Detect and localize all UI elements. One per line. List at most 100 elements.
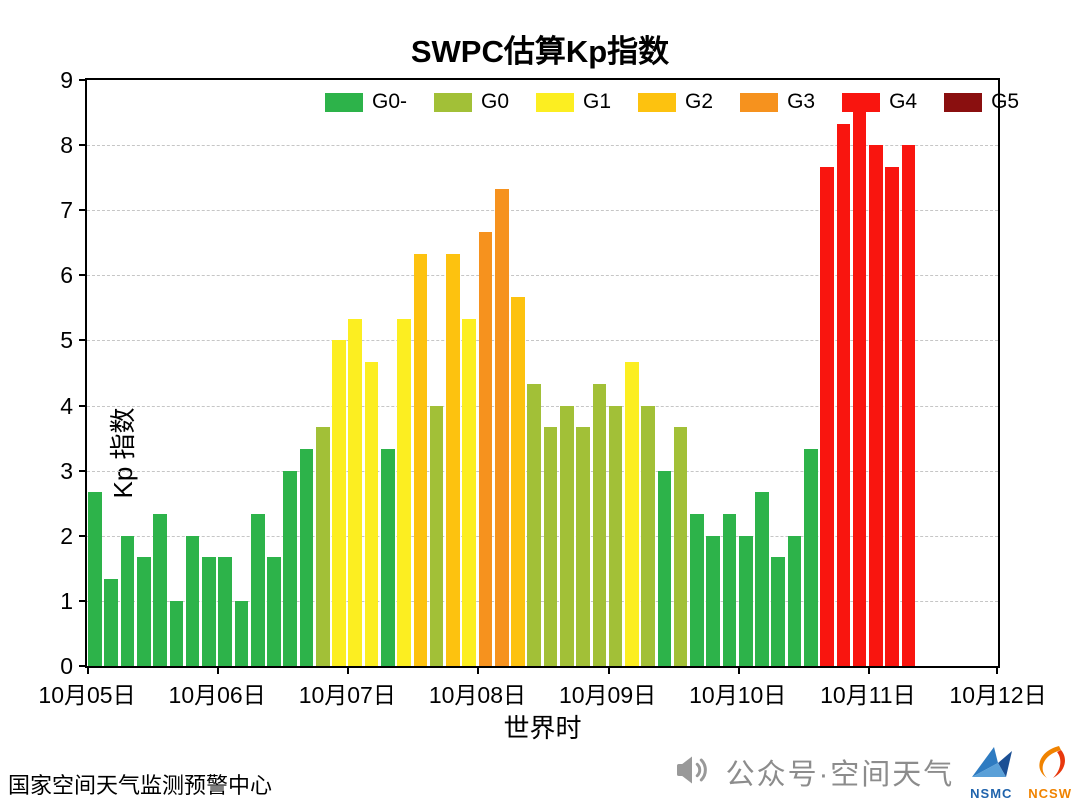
legend-item-g0: G0 xyxy=(434,90,509,114)
kp-bar xyxy=(332,340,346,666)
x-tick-mark xyxy=(607,666,610,674)
kp-bar xyxy=(315,427,330,666)
footer-right: 公众号·空间天气 NSMC NCSW xyxy=(672,740,1072,804)
y-tick-mark xyxy=(79,339,87,342)
x-tick-label: 10月07日 xyxy=(298,682,396,708)
y-tick-label: 1 xyxy=(60,587,73,614)
legend-label-g2: G2 xyxy=(685,90,714,113)
kp-bar xyxy=(706,535,721,666)
kp-bar xyxy=(592,384,607,666)
kp-bar xyxy=(267,557,281,666)
legend-swatch-g4 xyxy=(842,92,881,112)
kp-bar xyxy=(722,514,737,666)
legend-item-g3: G3 xyxy=(740,90,815,114)
kp-bar xyxy=(364,361,379,666)
kp-bar xyxy=(429,405,444,666)
x-tick-mark xyxy=(996,666,998,674)
x-axis-label: 世界时 xyxy=(503,713,582,743)
legend-item-g0-: G0- xyxy=(325,90,407,114)
gridline-y-4 xyxy=(87,405,998,407)
x-tick-mark xyxy=(217,666,220,674)
kp-bar xyxy=(446,253,460,666)
kp-bar xyxy=(299,449,314,666)
gridline-y-2 xyxy=(87,535,998,537)
agency-name: 国家空间天气监测预警中心 xyxy=(8,773,273,798)
legend-label-g3: G3 xyxy=(787,90,816,113)
y-tick-label: 8 xyxy=(60,132,73,159)
legend-swatch-g2 xyxy=(638,92,677,112)
legend-item-g2: G2 xyxy=(638,90,713,114)
gridline-y-8 xyxy=(87,145,998,147)
kp-bar xyxy=(576,427,590,666)
legend-swatch-g1 xyxy=(536,92,575,112)
legend-label-g0-: G0- xyxy=(372,90,408,113)
ncsw-logo: NCSW xyxy=(1028,744,1072,801)
y-tick-mark xyxy=(79,79,87,81)
gridline-y-3 xyxy=(87,470,998,472)
legend-item-g5: G5 xyxy=(944,90,1019,114)
x-tick-mark xyxy=(347,666,350,674)
nsmc-logo-icon xyxy=(968,744,1014,785)
gridline-y-1 xyxy=(87,600,998,602)
y-tick-mark xyxy=(79,469,87,472)
y-tick-mark xyxy=(79,144,87,147)
kp-bar xyxy=(625,361,639,666)
legend-swatch-g5 xyxy=(944,92,983,112)
kp-bar xyxy=(413,253,428,666)
kp-bar xyxy=(397,318,411,666)
x-tick-mark xyxy=(87,666,89,674)
kp-bar xyxy=(885,166,899,666)
x-tick-label: 10月10日 xyxy=(689,682,787,708)
x-tick-mark xyxy=(737,666,740,674)
kp-bar xyxy=(348,318,363,666)
chart-legend: G0- G0 G1 G2 G3 G4 G5 xyxy=(325,90,1019,114)
x-tick-label: 10月12日 xyxy=(949,682,1047,708)
gridline-y-5 xyxy=(87,340,998,342)
x-tick-label: 10月05日 xyxy=(38,682,136,708)
y-tick-mark xyxy=(79,665,87,667)
kp-bar xyxy=(559,405,574,666)
gridline-y-7 xyxy=(87,210,998,212)
y-tick-label: 7 xyxy=(60,197,73,224)
nsmc-logo: NSMC xyxy=(968,744,1014,801)
x-tick-label: 10月06日 xyxy=(168,682,266,708)
kp-bar xyxy=(657,470,672,666)
y-tick-mark xyxy=(79,274,87,277)
kp-bar xyxy=(901,145,916,666)
kp-bar xyxy=(803,449,818,666)
kp-bar xyxy=(511,296,525,666)
kp-bar xyxy=(527,384,542,666)
megaphone-icon xyxy=(672,752,712,793)
kp-bar xyxy=(494,188,509,666)
kp-bar xyxy=(869,145,883,666)
x-tick-label: 10月11日 xyxy=(820,682,916,708)
chart-title: SWPC估算Kp指数 xyxy=(410,34,670,69)
y-tick-label: 2 xyxy=(60,522,73,549)
y-tick-label: 0 xyxy=(60,653,73,679)
kp-bar xyxy=(283,470,298,666)
kp-bar xyxy=(641,405,655,666)
legend-label-g1: G1 xyxy=(583,90,612,113)
kp-bar xyxy=(836,123,851,666)
kp-bar xyxy=(120,535,135,666)
kp-bar xyxy=(381,449,395,666)
legend-swatch-g0 xyxy=(434,92,473,112)
ncsw-logo-icon xyxy=(1031,744,1069,785)
kp-bar xyxy=(820,166,834,666)
kp-bar xyxy=(88,492,102,666)
kp-bar xyxy=(771,557,786,666)
plot-area: G0- G0 G1 G2 G3 G4 G5 Kp 指数 0 1 2 3 4 5 6 7 8 9 10月05日 10… xyxy=(38,67,1046,708)
kp-bar xyxy=(169,600,184,666)
kp-bar xyxy=(185,535,200,666)
y-tick-label: 4 xyxy=(60,392,73,419)
kp-bar xyxy=(234,600,249,666)
x-tick-mark xyxy=(867,666,870,674)
kp-bar xyxy=(218,557,232,666)
kp-bar xyxy=(738,535,753,666)
y-tick-mark xyxy=(79,534,87,537)
kp-bar xyxy=(543,427,558,666)
legend-swatch-g0- xyxy=(325,92,363,112)
kp-bar xyxy=(690,514,704,666)
legend-item-g4: G4 xyxy=(842,90,917,114)
